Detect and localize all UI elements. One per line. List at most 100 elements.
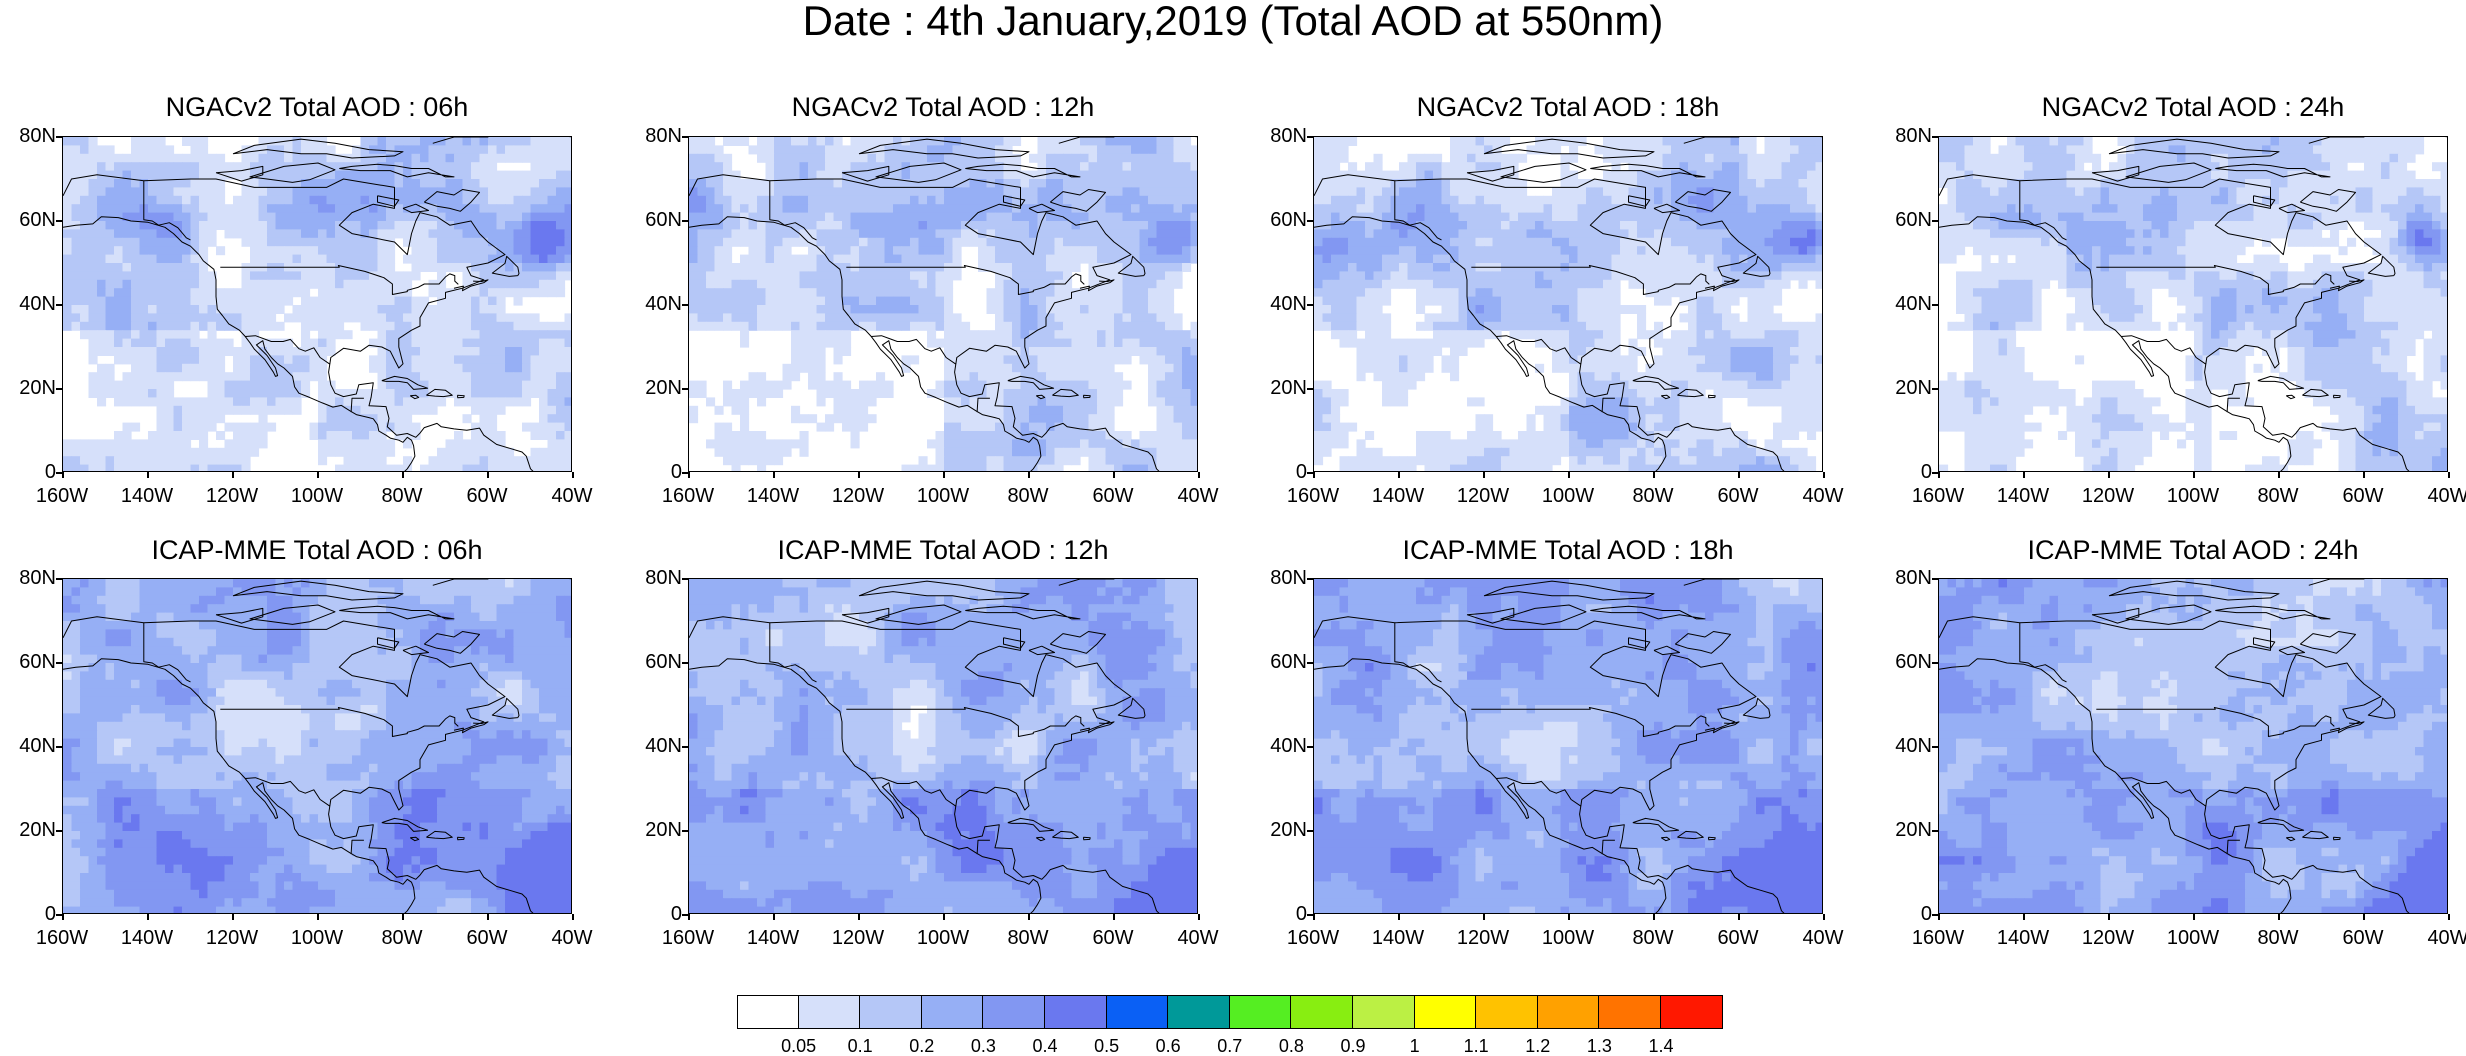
aod-grid-cell — [182, 204, 192, 214]
aod-grid-cell — [114, 431, 124, 440]
aod-grid-cell — [471, 321, 481, 331]
aod-grid-cell — [454, 347, 464, 356]
aod-grid-cell — [326, 229, 336, 239]
aod-grid-cell — [522, 355, 532, 365]
aod-grid-cell — [1114, 447, 1124, 457]
aod-grid-cell — [88, 204, 98, 214]
aod-grid-cell — [1781, 137, 1791, 146]
aod-grid-cell — [1450, 271, 1460, 281]
aod-grid-cell — [1322, 229, 1332, 239]
aod-grid-cell — [748, 296, 758, 306]
aod-grid-cell — [428, 246, 438, 256]
aod-grid-cell — [825, 380, 835, 390]
aod-grid-cell — [935, 296, 945, 306]
aod-grid-cell — [816, 221, 826, 230]
aod-grid-cell — [1492, 179, 1502, 188]
aod-grid-cell — [1071, 296, 1081, 306]
coastline — [339, 163, 455, 178]
aod-grid-cell — [114, 254, 124, 264]
latitude-label: 0 — [670, 461, 682, 483]
aod-grid-cell — [1148, 153, 1158, 163]
aod-grid-cell — [241, 179, 251, 188]
aod-grid-cell — [1424, 187, 1434, 197]
aod-grid-cell — [1475, 145, 1485, 155]
aod-grid-cell — [105, 221, 115, 230]
aod-grid-cell — [284, 195, 294, 205]
aod-grid-cell — [445, 254, 455, 264]
aod-grid-cell — [1054, 321, 1064, 331]
aod-grid-cell — [71, 439, 81, 449]
aod-grid-cell — [479, 195, 489, 205]
aod-grid-cell — [1071, 237, 1081, 247]
aod-grid-cell — [513, 338, 523, 348]
aod-grid-cell — [1373, 162, 1383, 172]
aod-grid-cell — [833, 347, 843, 356]
aod-grid-cell — [420, 237, 430, 247]
aod-grid-cell — [386, 237, 396, 247]
aod-grid-cell — [1390, 229, 1400, 239]
aod-grid-cell — [1012, 414, 1022, 424]
aod-grid-cell — [1071, 439, 1081, 449]
aod-grid-cell — [723, 254, 733, 264]
aod-grid-cell — [479, 237, 489, 247]
aod-grid-cell — [1756, 212, 1766, 222]
aod-grid-cell — [748, 321, 758, 331]
aod-grid-cell — [199, 456, 209, 466]
aod-grid-cell — [284, 279, 294, 289]
aod-grid-cell — [1054, 464, 1064, 471]
aod-grid-cell — [352, 439, 362, 449]
aod-grid-cell — [961, 355, 971, 365]
aod-grid-cell — [301, 170, 311, 180]
aod-grid-cell — [241, 195, 251, 205]
aod-grid-cell — [774, 212, 784, 222]
aod-grid-cell — [173, 347, 183, 356]
aod-grid-cell — [1029, 313, 1039, 323]
aod-grid-cell — [1365, 229, 1375, 239]
aod-grid-cell — [1063, 397, 1073, 407]
aod-grid-cell — [1088, 279, 1098, 289]
aod-grid-cell — [190, 137, 200, 146]
aod-grid-cell — [723, 321, 733, 331]
aod-grid-cell — [1097, 145, 1107, 155]
aod-grid-cell — [267, 380, 277, 390]
aod-grid-cell — [437, 263, 447, 272]
aod-grid-cell — [403, 456, 413, 466]
aod-grid-cell — [1722, 170, 1732, 180]
aod-grid-cell — [318, 389, 328, 398]
aod-grid-cell — [173, 179, 183, 188]
aod-grid-cell — [1331, 263, 1341, 272]
aod-grid-cell — [148, 347, 158, 356]
aod-grid-cell — [1475, 212, 1485, 222]
aod-grid-cell — [250, 380, 260, 390]
aod-grid-cell — [488, 389, 498, 398]
aod-grid-cell — [816, 372, 826, 382]
aod-grid-cell — [808, 212, 818, 222]
aod-grid-cell — [513, 137, 523, 146]
aod-grid-cell — [1029, 288, 1039, 298]
aod-grid-cell — [386, 279, 396, 289]
aod-grid-cell — [1097, 389, 1107, 398]
aod-grid-cell — [165, 212, 175, 222]
aod-grid-cell — [471, 288, 481, 298]
aod-grid-cell — [556, 414, 566, 424]
aod-grid-cell — [522, 153, 532, 163]
aod-grid-cell — [1492, 221, 1502, 230]
aod-grid-cell — [1492, 170, 1502, 180]
aod-grid-cell — [556, 153, 566, 163]
aod-grid-cell — [428, 145, 438, 155]
latitude-tick — [682, 472, 688, 474]
aod-grid-cell — [224, 212, 234, 222]
aod-grid-cell — [1560, 212, 1570, 222]
aod-grid-cell — [454, 330, 464, 340]
aod-grid-cell — [1424, 246, 1434, 256]
aod-grid-cell — [267, 422, 277, 432]
aod-grid-cell — [513, 355, 523, 365]
aod-grid-cell — [918, 221, 928, 230]
aod-grid-cell — [1114, 246, 1124, 256]
page-title: Date : 4th January,2019 (Total AOD at 55… — [802, 0, 1664, 44]
aod-grid-cell — [479, 464, 489, 471]
aod-grid-cell — [782, 162, 792, 172]
aod-grid-cell — [445, 212, 455, 222]
longitude-label: 60W — [466, 485, 508, 507]
coastline — [249, 162, 336, 183]
